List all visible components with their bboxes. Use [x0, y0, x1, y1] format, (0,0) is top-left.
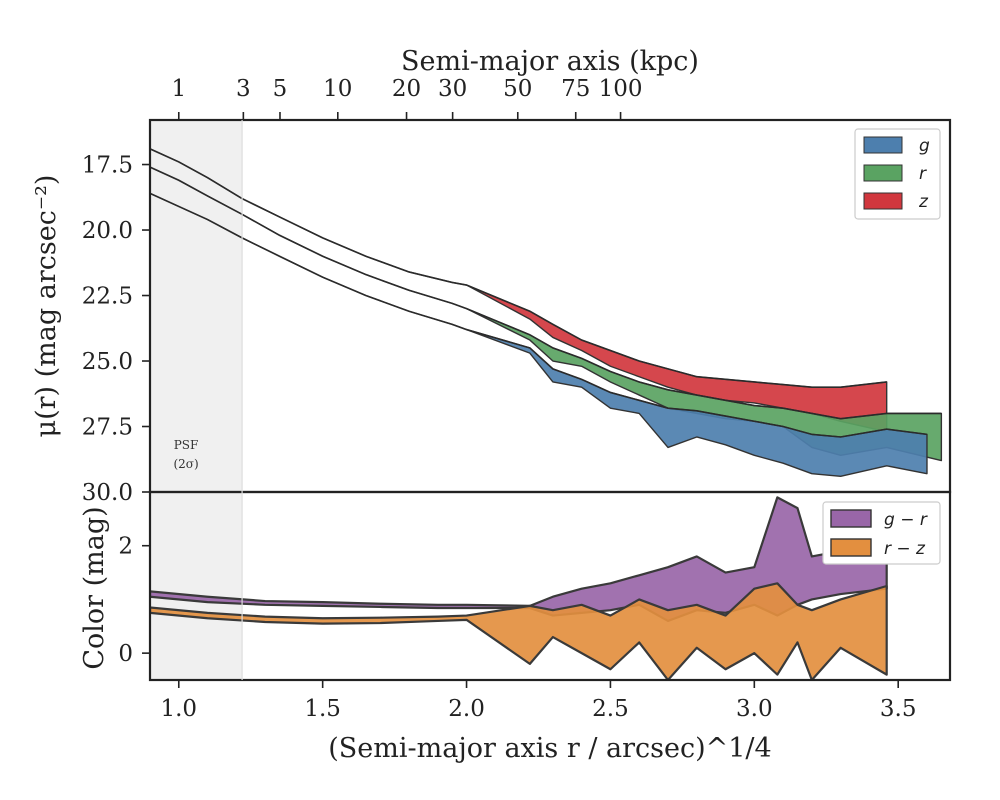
legend-swatch-z — [863, 192, 903, 210]
top-axis-tick-label: 50 — [503, 76, 532, 102]
surface-brightness-bands — [150, 148, 943, 477]
top-axis-tick-label: 100 — [599, 76, 643, 102]
legend-label-color-1: r − z — [884, 539, 926, 559]
top-axis-tick-label: 10 — [323, 76, 352, 102]
bottom-panel-y-tick-label: 0 — [118, 641, 133, 667]
bottom-axis-tick-label: 3.5 — [880, 696, 917, 722]
bottom-axis-tick-label: 3.0 — [736, 696, 773, 722]
top-panel-y-label: μ(r) (mag arcsec⁻²) — [31, 175, 62, 438]
legend-top-panel: grz — [854, 128, 941, 220]
bottom-axis-tick-label: 2.5 — [592, 696, 629, 722]
top-panel-y-tick-label: 27.5 — [82, 415, 133, 441]
legend-swatch-color-0 — [830, 509, 872, 528]
top-panel-y-tick-label: 30.0 — [82, 480, 133, 506]
bottom-panel-y-label: Color (mag) — [79, 506, 110, 669]
psf-label-line1: PSF — [174, 438, 199, 452]
legend-label-z: z — [918, 192, 929, 212]
top-panel-y-tick-label: 17.5 — [82, 153, 133, 179]
legend-swatch-r — [863, 164, 903, 182]
psf-region-bottom — [150, 492, 243, 680]
color-bands — [150, 496, 888, 680]
legend-label-color-0: g − r — [884, 510, 928, 530]
top-axis-tick-label: 1 — [171, 76, 186, 102]
bottom-axis-tick-label: 2.0 — [448, 696, 485, 722]
bottom-panel-y-tick-label: 2 — [118, 534, 133, 560]
mu-profile-line-1 — [150, 166, 942, 420]
legend-swatch-color-1 — [830, 538, 872, 557]
top-axis-tick-label: 30 — [438, 76, 467, 102]
bottom-panel-frame — [148, 490, 952, 682]
psf-label-line2: (2σ) — [173, 457, 198, 471]
legend-swatch-g — [863, 136, 903, 154]
top-axis-tick-label: 20 — [392, 76, 421, 102]
top-panel-y-tick-label: 22.5 — [82, 284, 133, 310]
legend-label-r: r — [919, 164, 927, 184]
bottom-axis-tick-label: 1.0 — [160, 696, 197, 722]
top-axis-tick-label: 3 — [236, 76, 251, 102]
mu-profile-line-2 — [150, 148, 887, 389]
axis-ticks: 1 3 5 10 20 30 50 75 10017.520.022.525.027.530.0… — [82, 76, 917, 722]
top-axis-tick-label: 75 — [561, 76, 590, 102]
mu-band-0 — [150, 148, 888, 433]
legend-bottom-panel: g − r r − z — [822, 501, 941, 565]
mu-profile-line-0 — [150, 192, 928, 438]
bottom-axis-tick-label: 1.5 — [304, 696, 341, 722]
psf-region-top — [150, 120, 243, 492]
top-panel-y-tick-label: 20.0 — [82, 218, 133, 244]
top-axis-tick-label: 5 — [273, 76, 288, 102]
legend-label-g: g — [919, 136, 930, 156]
color-band-1 — [150, 582, 888, 680]
top-axis-title: Semi-major axis (kpc) — [401, 46, 699, 77]
top-panel-y-tick-label: 25.0 — [82, 349, 133, 375]
bottom-axis-title: (Semi-major axis r / arcsec)^1/4 — [328, 733, 771, 764]
